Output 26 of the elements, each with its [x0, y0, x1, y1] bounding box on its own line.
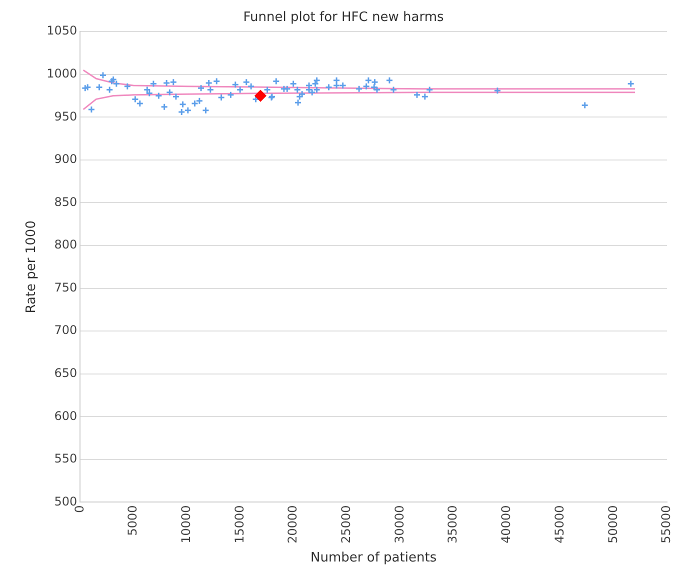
y-tick-label: 750	[54, 280, 78, 294]
x-tick-label: 30000	[392, 505, 406, 544]
x-tick-label: 50000	[606, 505, 620, 544]
y-tick-label: 600	[54, 408, 78, 423]
y-axis-title: Rate per 1000	[24, 220, 40, 314]
x-tick-label: 25000	[339, 505, 354, 544]
y-tick-label: 1000	[46, 66, 78, 81]
x-tick-label: 45000	[552, 505, 566, 544]
y-tick-label: 950	[54, 109, 78, 124]
x-tick-label: 5000	[126, 505, 140, 536]
y-tick-label: 650	[54, 366, 78, 380]
x-tick-label: 15000	[232, 505, 246, 544]
x-tick-label: 0	[72, 505, 86, 513]
y-tick-label: 700	[54, 323, 78, 338]
x-tick-label: 10000	[178, 505, 193, 544]
y-tick-label: 800	[54, 238, 78, 252]
y-tick-label: 550	[54, 452, 78, 466]
x-tick-label: 40000	[499, 505, 514, 544]
x-tick-label: 55000	[659, 505, 674, 544]
x-tick-label: 35000	[446, 505, 460, 544]
x-axis-title: Number of patients	[310, 550, 437, 566]
y-tick-label: 1050	[46, 24, 78, 38]
chart-title: Funnel plot for HFC new harms	[243, 10, 444, 26]
x-tick-label: 20000	[286, 505, 300, 544]
y-tick-label: 900	[54, 152, 78, 166]
y-tick-label: 850	[54, 194, 78, 209]
